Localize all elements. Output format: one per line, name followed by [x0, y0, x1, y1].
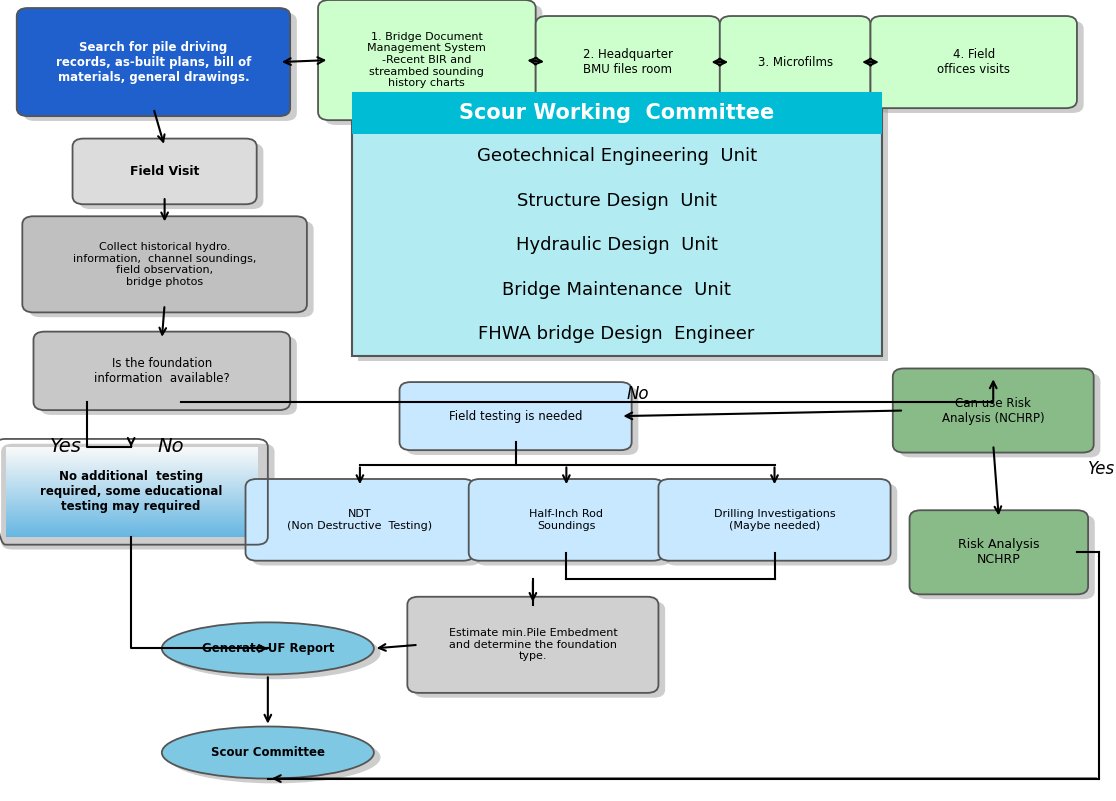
Text: 3. Microfilms: 3. Microfilms — [758, 55, 833, 69]
Text: Is the foundation
information  available?: Is the foundation information available? — [94, 357, 230, 384]
FancyBboxPatch shape — [536, 16, 720, 108]
Text: Estimate min.Pile Embedment
and determine the foundation
type.: Estimate min.Pile Embedment and determin… — [449, 628, 617, 662]
FancyBboxPatch shape — [325, 5, 542, 125]
Ellipse shape — [162, 727, 374, 779]
Ellipse shape — [169, 731, 381, 783]
FancyBboxPatch shape — [352, 92, 882, 356]
Text: Bridge Maintenance  Unit: Bridge Maintenance Unit — [502, 280, 731, 299]
FancyBboxPatch shape — [352, 92, 882, 134]
Text: Drilling Investigations
(Maybe needed): Drilling Investigations (Maybe needed) — [714, 509, 835, 530]
Text: Yes: Yes — [1088, 460, 1115, 477]
Text: Risk Analysis
NCHRP: Risk Analysis NCHRP — [958, 538, 1040, 566]
Text: Can use Risk
Analysis (NCHRP): Can use Risk Analysis (NCHRP) — [942, 396, 1045, 425]
FancyBboxPatch shape — [40, 336, 297, 415]
Text: Scour Working  Committee: Scour Working Committee — [459, 103, 775, 123]
FancyBboxPatch shape — [877, 21, 1084, 113]
Text: Search for pile driving
records, as-built plans, bill of
materials, general draw: Search for pile driving records, as-buil… — [56, 41, 251, 83]
Text: Hydraulic Design  Unit: Hydraulic Design Unit — [516, 236, 718, 254]
Text: No additional  testing
required, some educational
testing may required: No additional testing required, some edu… — [40, 470, 222, 513]
FancyBboxPatch shape — [899, 373, 1100, 457]
FancyBboxPatch shape — [406, 387, 638, 455]
Text: Yes: Yes — [50, 437, 83, 456]
Text: Geotechnical Engineering  Unit: Geotechnical Engineering Unit — [477, 147, 757, 165]
Text: NDT
(Non Destructive  Testing): NDT (Non Destructive Testing) — [287, 509, 433, 530]
FancyBboxPatch shape — [407, 597, 658, 693]
Ellipse shape — [162, 622, 374, 674]
FancyBboxPatch shape — [916, 515, 1095, 599]
Text: Collect historical hydro.
information,  channel soundings,
field observation,
br: Collect historical hydro. information, c… — [73, 242, 257, 287]
FancyBboxPatch shape — [665, 484, 897, 566]
FancyBboxPatch shape — [246, 479, 474, 561]
FancyBboxPatch shape — [400, 382, 632, 450]
FancyBboxPatch shape — [23, 13, 297, 121]
FancyBboxPatch shape — [318, 0, 536, 120]
FancyBboxPatch shape — [73, 139, 257, 204]
FancyBboxPatch shape — [414, 602, 665, 698]
Text: FHWA bridge Design  Engineer: FHWA bridge Design Engineer — [479, 325, 754, 343]
FancyBboxPatch shape — [22, 216, 307, 312]
Text: No: No — [157, 437, 184, 456]
FancyBboxPatch shape — [475, 484, 671, 566]
Ellipse shape — [169, 627, 381, 679]
Text: No: No — [626, 384, 648, 403]
FancyBboxPatch shape — [469, 479, 664, 561]
FancyBboxPatch shape — [79, 143, 263, 209]
FancyBboxPatch shape — [910, 510, 1088, 594]
FancyBboxPatch shape — [33, 332, 290, 410]
Text: 4. Field
offices visits: 4. Field offices visits — [937, 48, 1010, 76]
FancyBboxPatch shape — [542, 21, 727, 113]
FancyBboxPatch shape — [1, 444, 275, 549]
FancyBboxPatch shape — [358, 97, 888, 361]
FancyBboxPatch shape — [870, 16, 1077, 108]
FancyBboxPatch shape — [29, 221, 314, 317]
Text: 1. Bridge Document
Management System
-Recent BIR and
streambed sounding
history : 1. Bridge Document Management System -Re… — [367, 32, 487, 88]
Text: Field testing is needed: Field testing is needed — [449, 409, 583, 423]
Text: 2. Headquarter
BMU files room: 2. Headquarter BMU files room — [583, 48, 673, 76]
FancyBboxPatch shape — [252, 484, 481, 566]
Text: Scour Committee: Scour Committee — [211, 746, 325, 759]
Text: Half-Inch Rod
Soundings: Half-Inch Rod Soundings — [529, 509, 604, 530]
FancyBboxPatch shape — [658, 479, 891, 561]
Text: Generate UF Report: Generate UF Report — [202, 642, 334, 655]
FancyBboxPatch shape — [17, 8, 290, 116]
FancyBboxPatch shape — [893, 368, 1094, 453]
Text: Field Visit: Field Visit — [129, 165, 200, 178]
Text: Structure Design  Unit: Structure Design Unit — [517, 191, 716, 210]
FancyBboxPatch shape — [727, 21, 877, 113]
FancyBboxPatch shape — [720, 16, 870, 108]
